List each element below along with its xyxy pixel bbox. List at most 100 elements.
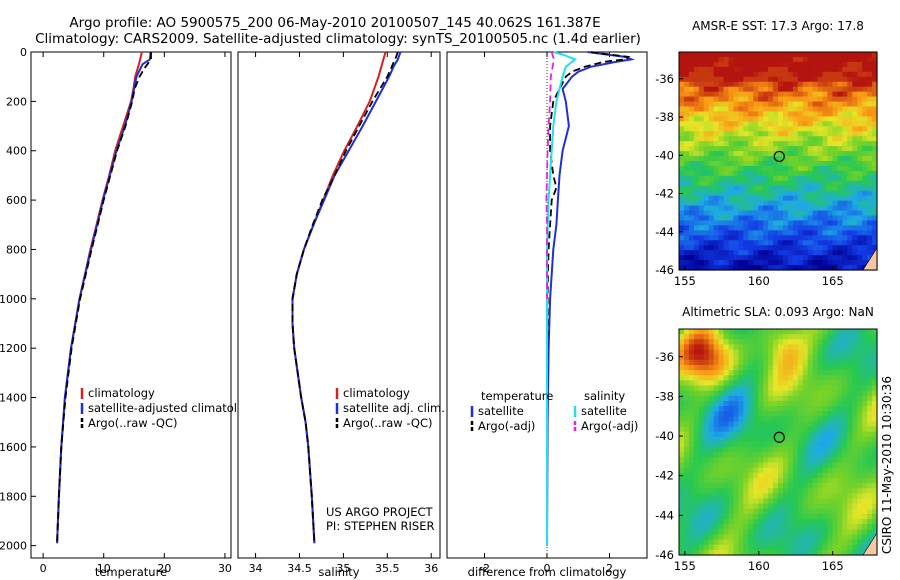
map-cell [698,245,705,251]
map-cell [768,245,774,251]
map-cell [743,146,749,152]
map-cell [837,165,843,172]
map-cell [857,344,863,351]
map-cell [728,436,735,443]
y-tick-label: 0 [20,46,27,59]
map-cell [867,534,873,541]
map-cell [718,91,725,98]
map-cell [778,431,784,438]
map-cell [842,220,848,226]
map-cell [713,136,720,142]
map-cell [768,146,774,152]
map-cell [852,524,858,530]
map-cell [807,488,814,494]
map-cell [827,349,834,356]
map-cell [723,354,730,361]
map-cell [728,349,735,356]
map-cell [683,190,690,197]
map-cell [782,436,789,443]
map-cell [842,86,848,93]
map-cell [763,426,769,433]
map-cell [782,406,789,412]
map-cell [787,141,794,147]
map-cell [713,508,720,515]
map-cell [872,215,878,222]
map-cell [688,175,695,182]
map-cell [693,81,700,88]
map-cell [773,339,779,346]
map-cell [728,534,735,541]
map-cell [698,200,705,207]
map-cell [723,61,730,68]
map-cell [713,385,720,392]
map-y-tick-label: -40 [655,429,674,443]
map-cell [807,240,814,246]
map-cell [679,442,685,448]
map-cell [758,81,764,88]
map-cell [837,250,843,256]
x-axis-label: difference from climatology [468,565,627,579]
map-cell [822,498,829,505]
map-cell [792,539,799,546]
map-cell [693,493,700,500]
map-cell [753,210,759,217]
map-cell [773,421,779,428]
map-cell [688,380,695,387]
map-cell [698,195,705,202]
map-cell [837,416,843,423]
map-cell [782,225,789,231]
map-cell [728,390,735,397]
map-cell [703,364,710,371]
map-cell [723,91,730,98]
map-cell [817,66,824,73]
map-cell [723,457,730,464]
map-cell [832,121,838,127]
map-cell [852,81,858,88]
map-cell [822,156,829,162]
map-cell [688,245,695,251]
map-cell [857,400,863,407]
map-cell [778,116,784,122]
map-cell [797,61,804,68]
map-cell [743,472,749,479]
map-cell [688,493,695,500]
map-cell [773,534,779,541]
map-cell [768,488,774,494]
map-cell [857,426,863,433]
map-cell [807,190,814,197]
map-cell [703,375,710,381]
map-cell [758,235,764,241]
map-cell [708,215,715,222]
map-cell [703,329,710,335]
map-cell [792,370,799,376]
map-cell [738,175,744,182]
map-cell [837,131,843,137]
map-cell [723,71,730,78]
map-cell [847,161,853,167]
map-cell [812,359,819,366]
map-cell [802,141,809,147]
map-cell [832,61,838,68]
map-cell [812,477,819,484]
map-cell [733,534,739,541]
map-cell [718,141,725,147]
map-cell [693,395,700,402]
map-cell [688,165,695,172]
map-cell [822,195,829,202]
map-cell [708,106,715,113]
map-cell [703,549,710,556]
map-cell [703,101,710,108]
map-cell [763,205,769,212]
map-cell [713,370,720,376]
map-cell [807,534,814,541]
map-cell [683,240,690,246]
map-cell [812,81,819,88]
map-cell [693,421,700,428]
map-cell [698,235,705,241]
map-cell [763,200,769,207]
map-cell [718,76,725,83]
map-cell [698,334,705,340]
map-cell [778,66,784,73]
map-cell [683,146,690,152]
map-cell [738,544,744,551]
